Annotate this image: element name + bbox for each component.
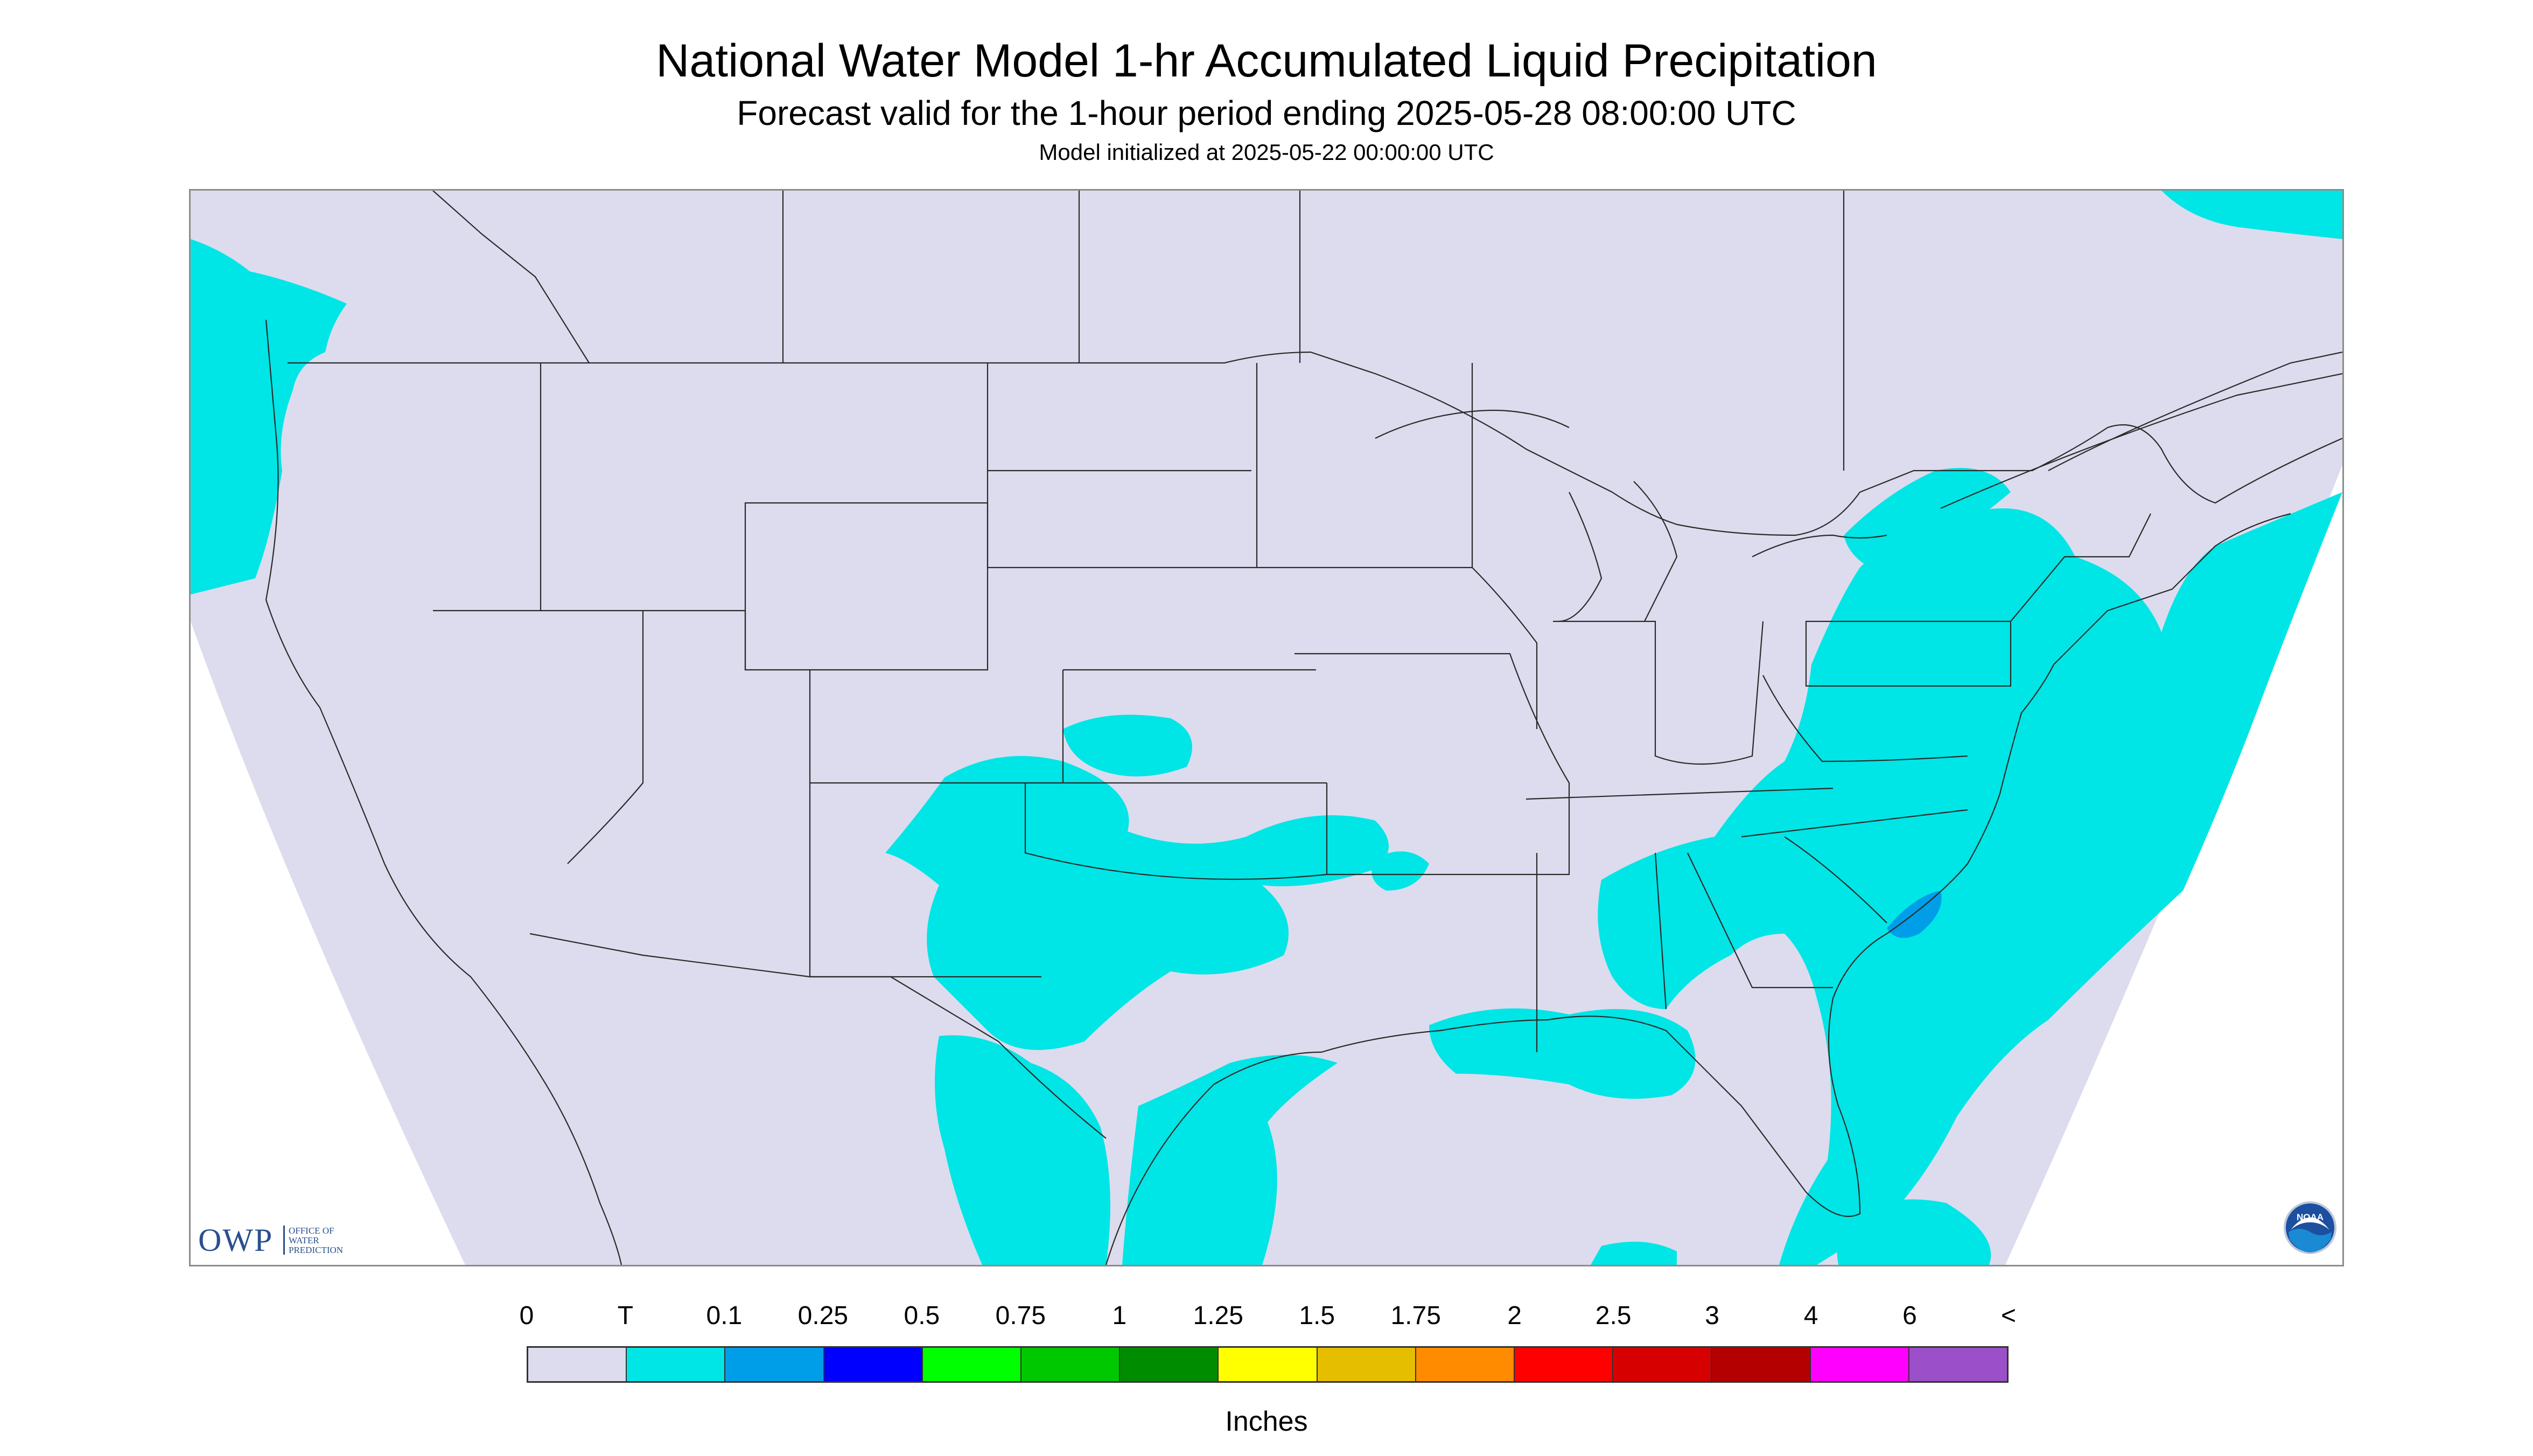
legend-tick-label: 3 xyxy=(1705,1301,1719,1330)
precip-texas-mexico xyxy=(935,1035,1110,1265)
owp-logo-line3: PREDICTION xyxy=(289,1245,344,1255)
legend-swatch xyxy=(1909,1348,2007,1381)
legend-swatch xyxy=(528,1348,627,1381)
legend-tick-label: 0.75 xyxy=(995,1301,1046,1330)
legend-swatch xyxy=(1613,1348,1712,1381)
owp-logo-line1: OFFICE OF xyxy=(289,1226,334,1236)
legend-tick-label: 0.25 xyxy=(797,1301,849,1330)
model-init-note: Model initialized at 2025-05-22 00:00:00… xyxy=(1039,139,1494,165)
noaa-logo-text: NOAA xyxy=(2297,1212,2324,1222)
canada-lakes-outline xyxy=(1375,409,1887,622)
legend-tick-label: < xyxy=(2000,1301,2017,1330)
legend-swatch xyxy=(1515,1348,1614,1381)
precip-great-lakes xyxy=(1844,468,2011,568)
legend-units-label: Inches xyxy=(1225,1406,1308,1437)
canada-east-province-lines xyxy=(1843,191,2342,509)
precip-kansas-blob xyxy=(1063,715,1192,776)
legend-swatch xyxy=(1219,1348,1318,1381)
gulf-coastline xyxy=(1105,998,1861,1265)
state-line-wi-il xyxy=(1472,567,1538,729)
state-line-ut xyxy=(643,610,746,670)
map-svg xyxy=(191,191,2342,1265)
atlantic-coastline xyxy=(1832,513,2291,999)
owp-logo-divider xyxy=(283,1226,285,1255)
legend-tick-label: 1.25 xyxy=(1193,1301,1243,1330)
mexico-border xyxy=(529,933,1107,1139)
state-line-in-oh xyxy=(1553,620,1764,765)
legend-swatch xyxy=(1021,1348,1121,1381)
precip-southeast xyxy=(1598,492,2342,1265)
legend-colorbar xyxy=(527,1346,2009,1383)
legend-swatch xyxy=(1712,1348,1811,1381)
legend-tick-label: 1 xyxy=(1112,1301,1127,1330)
precip-cuba-area xyxy=(1591,1242,1677,1265)
state-line-ky-tn xyxy=(1526,787,1834,800)
state-line-pa xyxy=(1805,620,2012,687)
legend-tick-label: 1.75 xyxy=(1390,1301,1441,1330)
legend-swatch xyxy=(1120,1348,1219,1381)
legend-swatch xyxy=(1810,1348,1909,1381)
legend-swatch xyxy=(1416,1348,1515,1381)
legend-swatch xyxy=(922,1348,1022,1381)
precip-florida-south xyxy=(1837,1199,1991,1265)
us-canada-border xyxy=(288,351,2342,536)
legend-tick-label: 6 xyxy=(1902,1301,1917,1330)
precip-west-gulf xyxy=(1122,1055,1338,1265)
legend-tick-label: 2 xyxy=(1507,1301,1522,1330)
precip-pacific-northwest xyxy=(191,239,347,594)
state-line-ny-ne xyxy=(2010,513,2151,622)
state-line-va-wv xyxy=(1762,675,1968,762)
owp-logo: OWP OFFICE OF WATER PREDICTION xyxy=(198,1222,376,1258)
legend-tick-label: T xyxy=(617,1301,634,1330)
precipitation-map xyxy=(189,189,2344,1266)
legend-tick-label: 2.5 xyxy=(1595,1301,1632,1330)
legend-swatch xyxy=(627,1348,726,1381)
state-line-nc-sc xyxy=(1741,809,1968,923)
precip-lower-mississippi xyxy=(1372,851,1429,891)
legend-tick-label: 0 xyxy=(519,1301,534,1330)
owp-logo-line2: WATER xyxy=(289,1235,319,1245)
precip-atlantic-north xyxy=(2161,191,2342,239)
legend-tick-label: 4 xyxy=(1803,1301,1818,1330)
state-line-ia-mo xyxy=(1295,653,1570,876)
map-boundaries xyxy=(265,191,2342,1265)
legend-swatch xyxy=(725,1348,824,1381)
legend-swatch xyxy=(1317,1348,1416,1381)
legend-tick-label: 0.1 xyxy=(706,1301,743,1330)
legend-swatch xyxy=(824,1348,923,1381)
forecast-valid-subtitle: Forecast valid for the 1-hour period end… xyxy=(737,94,1796,132)
legend-tick-label: 0.5 xyxy=(904,1301,940,1330)
canada-west-province-lines xyxy=(432,191,1301,363)
noaa-icon: NOAA xyxy=(2284,1201,2336,1254)
owp-logo-caption: OFFICE OF WATER PREDICTION xyxy=(289,1226,375,1255)
state-line-ms-al xyxy=(1536,852,1833,1052)
state-line-ok-tx xyxy=(1024,783,1328,880)
legend-tick-label: 1.5 xyxy=(1299,1301,1335,1330)
chart-title: National Water Model 1-hr Accumulated Li… xyxy=(656,35,1877,87)
owp-logo-letters: OWP xyxy=(198,1222,274,1258)
map-domain xyxy=(191,191,2342,1265)
pacific-coastline xyxy=(265,319,622,1265)
state-line-co xyxy=(809,670,1064,784)
state-line-nv xyxy=(433,610,644,864)
state-line-dakotas xyxy=(986,363,1258,569)
precip-gulf-coast xyxy=(1429,1008,1696,1099)
